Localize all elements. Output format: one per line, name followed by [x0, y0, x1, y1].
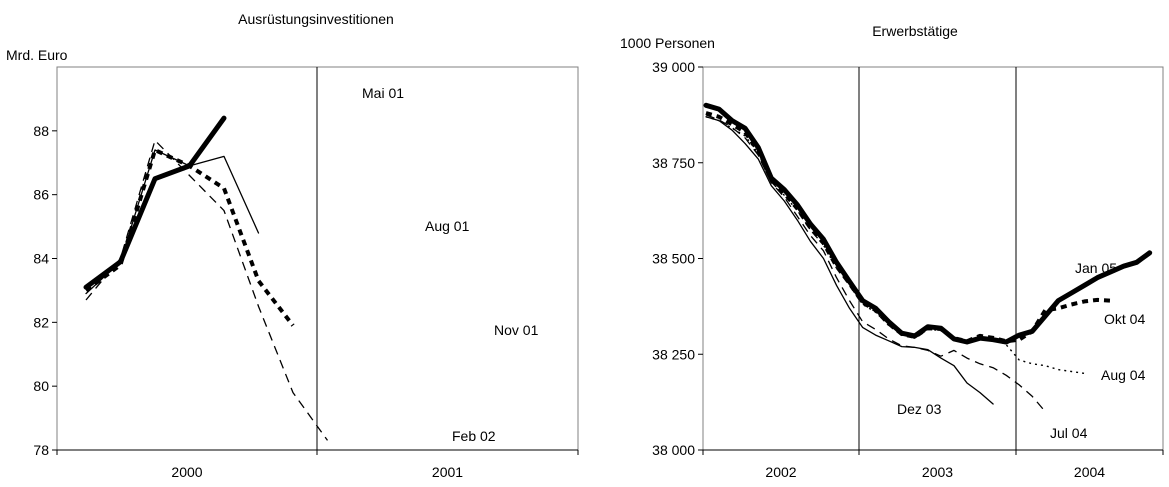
series-line-jul-04	[705, 114, 1046, 413]
y-tick-label: 38 000	[652, 442, 695, 458]
series-line-jan-05	[703, 102, 1153, 345]
series-line-okt-04	[705, 111, 1111, 344]
y-tick-label: 78	[33, 442, 49, 458]
axis-ticks: 78 80 82 84 86 88 2000 2001	[33, 123, 579, 480]
series-line-nov-01	[84, 148, 295, 327]
chart-title: Erwerbstätige	[872, 23, 958, 39]
x-tick-label: 2001	[432, 464, 463, 480]
y-tick-label: 38 500	[652, 251, 695, 267]
series-label: Nov 01	[494, 322, 539, 338]
series-label: Aug 04	[1101, 367, 1146, 383]
axis-ticks: 38 000 38 250 38 500 38 750 39 000 2002 2003 20…	[652, 59, 1164, 480]
series-label: Mai 01	[362, 85, 404, 101]
series-line-mai-01	[83, 115, 227, 290]
series-lines	[703, 102, 1153, 413]
y-axis-label: 1000 Personen	[620, 35, 715, 51]
chart-ausruestungsinvestitionen: Ausrüstungsinvestitionen Mrd. Euro 78 80 8…	[6, 11, 579, 480]
series-labels: Mai 01 Aug 01 Nov 01 Feb 02	[362, 85, 539, 444]
series-label: Okt 04	[1104, 311, 1145, 327]
series-label: Dez 03	[897, 401, 942, 417]
chart-erwerbstaetige: Erwerbstätige 1000 Personen 38 000 38 250…	[620, 23, 1164, 480]
y-tick-label: 84	[33, 251, 49, 267]
x-tick-label: 2000	[171, 464, 202, 480]
series-labels: Jan 05 Okt 04 Aug 04 Jul 04 Dez 03	[897, 260, 1146, 441]
y-axis-label: Mrd. Euro	[6, 47, 68, 63]
y-tick-label: 82	[33, 314, 49, 330]
y-tick-label: 80	[33, 378, 49, 394]
plot-frame	[702, 66, 1164, 451]
plot-border	[702, 66, 1164, 451]
y-tick-label: 38 250	[652, 346, 695, 362]
series-lines	[83, 115, 329, 441]
chart-title: Ausrüstungsinvestitionen	[238, 11, 394, 27]
series-label: Feb 02	[452, 428, 496, 444]
x-tick-label: 2003	[922, 464, 953, 480]
x-tick-label: 2002	[765, 464, 796, 480]
y-tick-label: 86	[33, 187, 49, 203]
series-label: Jul 04	[1050, 425, 1088, 441]
y-tick-label: 39 000	[652, 59, 695, 75]
series-line-dez-03	[705, 116, 994, 405]
plot-frame	[56, 66, 579, 451]
series-label: Aug 01	[425, 218, 470, 234]
series-label: Jan 05	[1075, 260, 1117, 276]
series-line-feb-02	[85, 139, 329, 441]
y-tick-label: 38 750	[652, 155, 695, 171]
x-tick-label: 2004	[1074, 464, 1105, 480]
y-tick-label: 88	[33, 123, 49, 139]
